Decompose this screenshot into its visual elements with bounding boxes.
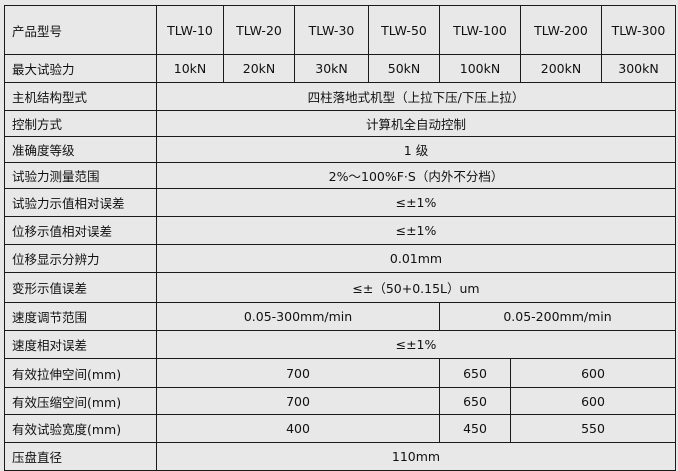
value-cell: 100kN (439, 54, 521, 83)
value-cell: 200kN (520, 54, 602, 83)
table-row-control: 控制方式 计算机全自动控制 (4, 110, 676, 137)
model-cell: TLW-10 (156, 5, 224, 55)
value-cell: 0.05-200mm/min (439, 302, 676, 331)
row-label: 变形示值误差 (4, 272, 157, 303)
row-label: 主机结构型式 (4, 82, 157, 111)
row-label: 位移示值相对误差 (4, 216, 157, 245)
value-cell: 600 (510, 358, 676, 388)
value-cell: 30kN (294, 54, 369, 83)
model-cell: TLW-200 (520, 5, 602, 55)
value-cell: 1 级 (156, 136, 676, 163)
value-cell: 110mm (156, 442, 676, 471)
row-label: 准确度等级 (4, 136, 157, 163)
value-cell: 四柱落地式机型（上拉下压/下压上拉） (156, 82, 676, 111)
value-cell: 600 (510, 387, 676, 415)
spec-table: 产品型号 TLW-10 TLW-20 TLW-30 TLW-50 TLW-100… (4, 5, 676, 471)
row-label: 试验力示值相对误差 (4, 188, 157, 217)
model-cell: TLW-20 (223, 5, 295, 55)
value-cell: 700 (156, 387, 440, 415)
row-label: 控制方式 (4, 110, 157, 137)
row-label: 最大试验力 (4, 54, 157, 83)
model-cell: TLW-30 (294, 5, 369, 55)
value-cell: 2%～100%F·S（内外不分档） (156, 162, 676, 189)
table-row-disp-error: 位移示值相对误差 ≤±1% (4, 216, 676, 245)
row-label: 位移显示分辨力 (4, 244, 157, 273)
table-row-tension-space: 有效拉伸空间(mm) 700 650 600 (4, 358, 676, 388)
value-cell: 650 (439, 387, 511, 415)
table-row-structure: 主机结构型式 四柱落地式机型（上拉下压/下压上拉） (4, 82, 676, 111)
table-row-model: 产品型号 TLW-10 TLW-20 TLW-30 TLW-50 TLW-100… (4, 5, 676, 55)
value-cell: ≤±1% (156, 216, 676, 245)
table-row-force-error: 试验力示值相对误差 ≤±1% (4, 188, 676, 217)
table-row-speed-range: 速度调节范围 0.05-300mm/min 0.05-200mm/min (4, 302, 676, 331)
table-row-compress-space: 有效压缩空间(mm) 700 650 600 (4, 387, 676, 415)
value-cell: 450 (439, 414, 511, 443)
table-row-accuracy: 准确度等级 1 级 (4, 136, 676, 163)
value-cell: ≤±1% (156, 330, 676, 359)
table-row-max-force: 最大试验力 10kN 20kN 30kN 50kN 100kN 200kN 30… (4, 54, 676, 83)
table-row-speed-error: 速度相对误差 ≤±1% (4, 330, 676, 359)
table-row-test-width: 有效试验宽度(mm) 400 450 550 (4, 414, 676, 443)
value-cell: 20kN (223, 54, 295, 83)
value-cell: 400 (156, 414, 440, 443)
row-label: 速度调节范围 (4, 302, 157, 331)
row-label: 产品型号 (4, 5, 157, 55)
value-cell: 0.05-300mm/min (156, 302, 440, 331)
value-cell: 计算机全自动控制 (156, 110, 676, 137)
row-label: 有效试验宽度(mm) (4, 414, 157, 443)
model-cell: TLW-300 (601, 5, 676, 55)
table-row-deform-error: 变形示值误差 ≤±（50+0.15L）um (4, 272, 676, 303)
row-label: 有效拉伸空间(mm) (4, 358, 157, 388)
value-cell: 10kN (156, 54, 224, 83)
value-cell: ≤±1% (156, 188, 676, 217)
row-label: 压盘直径 (4, 442, 157, 471)
row-label: 速度相对误差 (4, 330, 157, 359)
value-cell: 650 (439, 358, 511, 388)
value-cell: 0.01mm (156, 244, 676, 273)
value-cell: ≤±（50+0.15L）um (156, 272, 676, 303)
model-cell: TLW-100 (439, 5, 521, 55)
table-row-force-range: 试验力测量范围 2%～100%F·S（内外不分档） (4, 162, 676, 189)
model-cell: TLW-50 (368, 5, 440, 55)
table-row-disp-resolution: 位移显示分辨力 0.01mm (4, 244, 676, 273)
value-cell: 700 (156, 358, 440, 388)
value-cell: 300kN (601, 54, 676, 83)
row-label: 试验力测量范围 (4, 162, 157, 189)
table-row-platen-diameter: 压盘直径 110mm (4, 442, 676, 471)
value-cell: 50kN (368, 54, 440, 83)
value-cell: 550 (510, 414, 676, 443)
row-label: 有效压缩空间(mm) (4, 387, 157, 415)
